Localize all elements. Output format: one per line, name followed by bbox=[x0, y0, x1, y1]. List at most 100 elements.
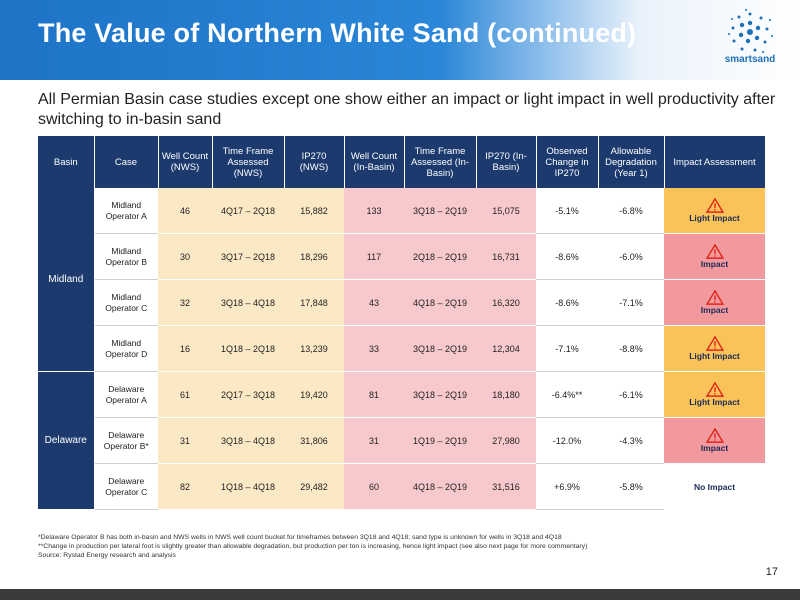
footnotes: *Delaware Operator B has both in-basin a… bbox=[38, 533, 778, 560]
well-count-nws-cell: 31 bbox=[158, 417, 212, 464]
warning-icon bbox=[705, 336, 724, 351]
allowable-degradation-cell: -8.8% bbox=[598, 325, 664, 372]
well-count-inbasin-cell: 31 bbox=[344, 417, 404, 464]
case-cell: Midland Operator A bbox=[94, 188, 158, 234]
column-header: Allowable Degradation (Year 1) bbox=[598, 136, 665, 188]
case-cell: Delaware Operator C bbox=[94, 463, 158, 510]
impact-label: Impact bbox=[700, 305, 729, 315]
column-header: IP270 (NWS) bbox=[284, 136, 345, 188]
case-cell: Midland Operator C bbox=[94, 279, 158, 326]
page-number: 17 bbox=[765, 566, 778, 578]
observed-change-cell: -12.0% bbox=[536, 417, 598, 464]
time-frame-inbasin-cell: 4Q18 – 2Q19 bbox=[404, 279, 476, 326]
time-frame-inbasin-cell: 4Q18 – 2Q19 bbox=[404, 463, 476, 510]
well-count-nws-cell: 32 bbox=[158, 279, 212, 326]
time-frame-inbasin-cell: 3Q18 – 2Q19 bbox=[404, 325, 476, 372]
impact-label: Light Impact bbox=[689, 213, 740, 223]
table-row: Midland Operator D 16 1Q18 – 2Q18 13,239 33 3… bbox=[38, 325, 765, 372]
impact-label: Light Impact bbox=[689, 351, 740, 361]
well-count-inbasin-cell: 60 bbox=[344, 463, 404, 510]
well-count-nws-cell: 82 bbox=[158, 463, 212, 510]
impact-assessment-cell: No Impact bbox=[664, 463, 765, 510]
column-header: Observed Change in IP270 bbox=[536, 136, 599, 188]
impact-label: Impact bbox=[700, 259, 729, 269]
impact-label: No Impact bbox=[693, 481, 736, 492]
title-bar: The Value of Northern White Sand (contin… bbox=[0, 0, 800, 80]
observed-change-cell: +6.9% bbox=[536, 463, 598, 510]
case-cell: Delaware Operator A bbox=[94, 371, 158, 418]
well-count-inbasin-cell: 33 bbox=[344, 325, 404, 372]
table-row: Delaware Delaware Operator A 61 2Q17 – 3Q18… bbox=[38, 371, 765, 510]
column-header: Well Count (In-Basin) bbox=[344, 136, 405, 188]
column-header: Impact Assessment bbox=[664, 136, 766, 188]
ip270-inbasin-cell: 12,304 bbox=[476, 325, 536, 372]
dotted-swirl-icon bbox=[728, 9, 773, 53]
impact-assessment-cell: Light Impact bbox=[664, 188, 765, 234]
basin-cell: Delaware bbox=[38, 371, 95, 510]
impact-assessment-cell: Impact bbox=[664, 233, 765, 280]
table-row: Delaware Operator B* 31 3Q18 – 4Q18 31,806 3… bbox=[38, 417, 765, 464]
observed-change-cell: -6.4%** bbox=[536, 371, 598, 418]
logo-text: smartsand bbox=[724, 54, 776, 65]
well-count-nws-cell: 61 bbox=[158, 371, 212, 418]
footnote-1: *Delaware Operator B has both in-basin a… bbox=[38, 534, 562, 541]
source-note: Source: Rystad Energy research and analy… bbox=[38, 552, 176, 559]
time-frame-inbasin-cell: 3Q18 – 2Q19 bbox=[404, 188, 476, 234]
well-count-nws-cell: 46 bbox=[158, 188, 212, 234]
column-header: Basin bbox=[38, 136, 95, 188]
time-frame-nws-cell: 4Q17 – 2Q18 bbox=[212, 188, 284, 234]
ip270-nws-cell: 31,806 bbox=[284, 417, 344, 464]
allowable-degradation-cell: -4.3% bbox=[598, 417, 664, 464]
column-header: Time Frame Assessed (In-Basin) bbox=[404, 136, 477, 188]
time-frame-nws-cell: 3Q17 – 2Q18 bbox=[212, 233, 284, 280]
allowable-degradation-cell: -6.0% bbox=[598, 233, 664, 280]
time-frame-inbasin-cell: 3Q18 – 2Q19 bbox=[404, 371, 476, 418]
warning-icon bbox=[705, 244, 724, 259]
page-title: The Value of Northern White Sand (contin… bbox=[38, 18, 637, 48]
table-row: Midland Midland Operator A 46 4Q17 – 2Q18 15… bbox=[38, 188, 765, 372]
observed-change-cell: -8.6% bbox=[536, 279, 598, 326]
impact-assessment-cell: Impact bbox=[664, 279, 765, 326]
footnote-2: **Change in production per lateral foot … bbox=[38, 543, 588, 550]
case-cell: Midland Operator B bbox=[94, 233, 158, 280]
ip270-inbasin-cell: 15,075 bbox=[476, 188, 536, 234]
time-frame-nws-cell: 1Q18 – 4Q18 bbox=[212, 463, 284, 510]
well-count-nws-cell: 30 bbox=[158, 233, 212, 280]
well-count-inbasin-cell: 133 bbox=[344, 188, 404, 234]
warning-icon bbox=[705, 428, 724, 443]
allowable-degradation-cell: -6.1% bbox=[598, 371, 664, 418]
case-cell: Delaware Operator B* bbox=[94, 417, 158, 464]
well-count-inbasin-cell: 81 bbox=[344, 371, 404, 418]
table-row: Delaware Operator C 82 1Q18 – 4Q18 29,482 60… bbox=[38, 463, 765, 510]
time-frame-nws-cell: 3Q18 – 4Q18 bbox=[212, 279, 284, 326]
well-count-nws-cell: 16 bbox=[158, 325, 212, 372]
company-logo: smartsand bbox=[710, 8, 790, 72]
case-cell: Midland Operator D bbox=[94, 325, 158, 372]
column-header: Case bbox=[94, 136, 159, 188]
case-study-table: Basin Case Well Count (NWS) Time Frame Asse… bbox=[38, 136, 766, 510]
ip270-inbasin-cell: 31,516 bbox=[476, 463, 536, 510]
slide-subtitle: All Permian Basin case studies except on… bbox=[38, 91, 776, 128]
ip270-inbasin-cell: 16,320 bbox=[476, 279, 536, 326]
observed-change-cell: -8.6% bbox=[536, 233, 598, 280]
table-row: Midland Operator B 30 3Q17 – 2Q18 18,296 117… bbox=[38, 233, 765, 280]
ip270-nws-cell: 18,296 bbox=[284, 233, 344, 280]
time-frame-inbasin-cell: 1Q19 – 2Q19 bbox=[404, 417, 476, 464]
basin-cell: Midland bbox=[38, 188, 95, 372]
time-frame-nws-cell: 1Q18 – 2Q18 bbox=[212, 325, 284, 372]
impact-assessment-cell: Light Impact bbox=[664, 371, 765, 418]
ip270-nws-cell: 15,882 bbox=[284, 188, 344, 234]
observed-change-cell: -7.1% bbox=[536, 325, 598, 372]
ip270-nws-cell: 17,848 bbox=[284, 279, 344, 326]
time-frame-nws-cell: 3Q18 – 4Q18 bbox=[212, 417, 284, 464]
warning-icon bbox=[705, 290, 724, 305]
table-row: Midland Operator C 32 3Q18 – 4Q18 17,848 43 4… bbox=[38, 279, 765, 326]
column-header: IP270 (In-Basin) bbox=[476, 136, 537, 188]
observed-change-cell: -5.1% bbox=[536, 188, 598, 234]
ip270-nws-cell: 29,482 bbox=[284, 463, 344, 510]
ip270-inbasin-cell: 18,180 bbox=[476, 371, 536, 418]
ip270-inbasin-cell: 27,980 bbox=[476, 417, 536, 464]
column-header: Well Count (NWS) bbox=[158, 136, 213, 188]
bottom-bar bbox=[0, 589, 800, 600]
ip270-nws-cell: 13,239 bbox=[284, 325, 344, 372]
